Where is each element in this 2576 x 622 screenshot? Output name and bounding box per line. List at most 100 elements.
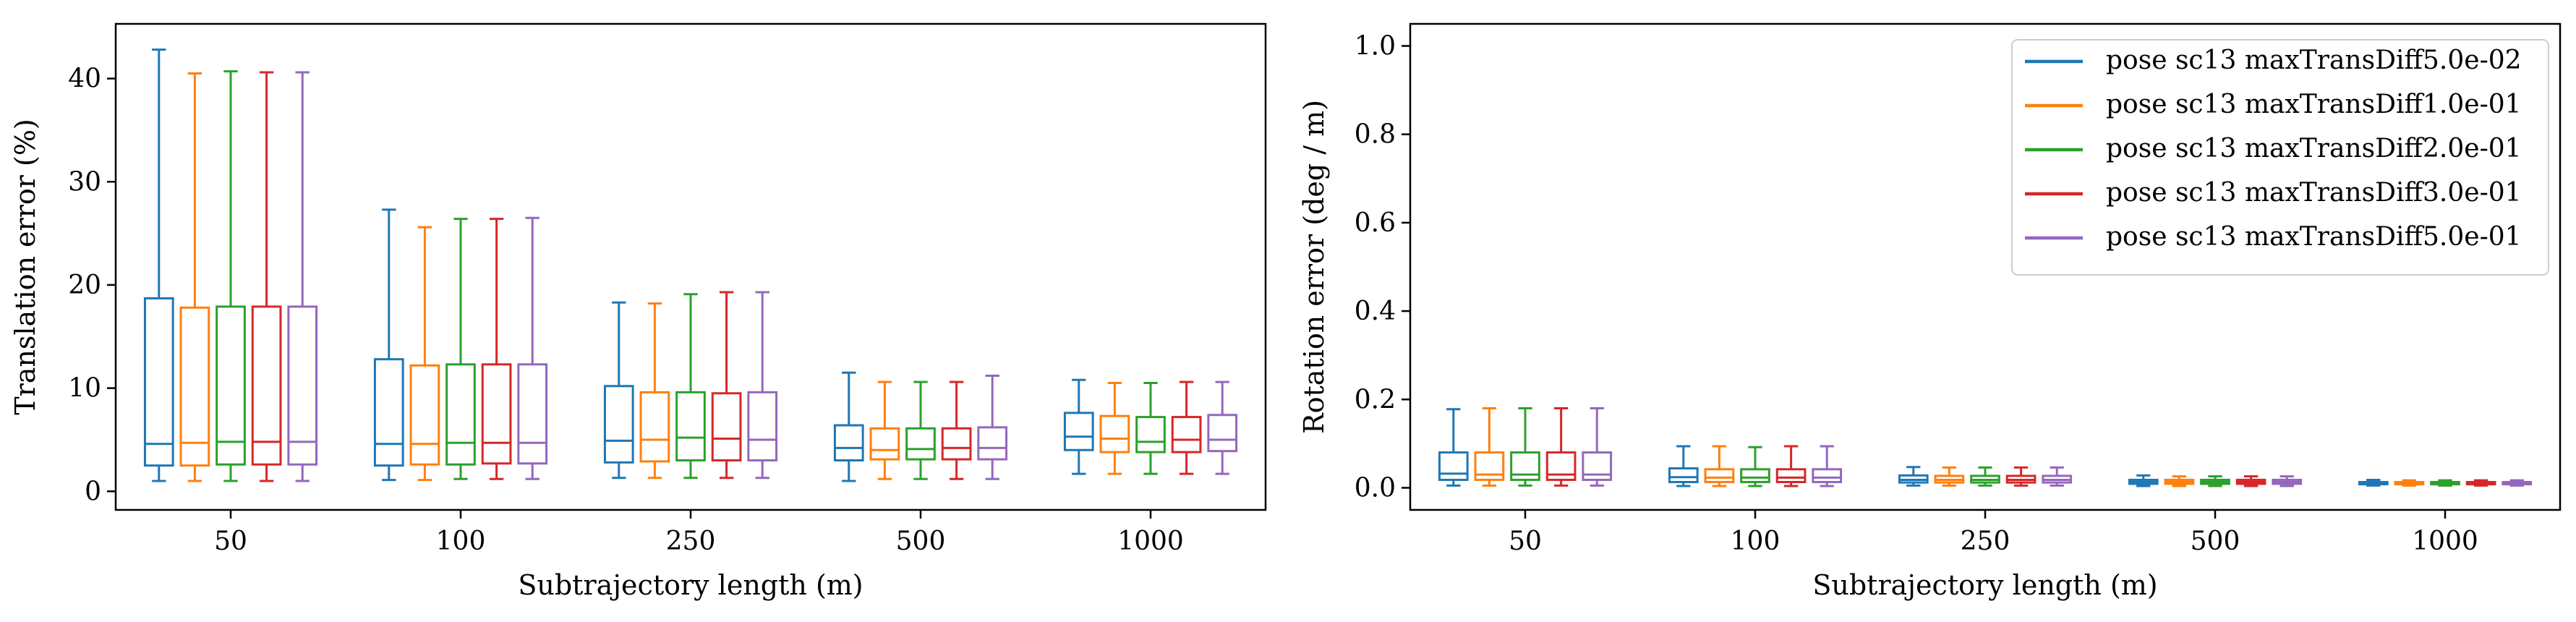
legend-entry: pose sc13 maxTransDiff1.0e-01: [2106, 90, 2522, 119]
box-iqr: [517, 363, 548, 465]
box-plot: [833, 371, 864, 482]
x-tick-label: 500: [2191, 527, 2240, 556]
box-series: [1545, 406, 2496, 487]
box-plot: [1775, 445, 1807, 487]
box-iqr: [251, 305, 282, 466]
box-series: [1474, 406, 2425, 487]
legend-entry: pose sc13 maxTransDiff5.0e-01: [2106, 222, 2522, 252]
x-tick-label: 250: [1961, 527, 2010, 556]
x-tick-label: 50: [214, 527, 247, 556]
box-plot: [905, 380, 936, 480]
x-tick-label: 250: [666, 527, 716, 556]
box-iqr: [216, 305, 246, 466]
box-iqr: [1207, 414, 1238, 453]
box-iqr: [675, 391, 706, 462]
box-series: [287, 71, 1238, 482]
x-tick-label: 50: [1509, 527, 1542, 556]
box-plot: [1438, 408, 1469, 487]
box-plot: [1704, 445, 1735, 487]
box-plot: [2502, 479, 2533, 487]
y-tick-label: 1.0: [1355, 32, 1396, 61]
box-plot: [1545, 406, 1577, 487]
box-iqr: [1582, 451, 1613, 481]
box-plot: [1740, 446, 1770, 487]
box-plot: [2272, 475, 2303, 487]
y-tick-label: 0.0: [1355, 473, 1396, 503]
box-iqr: [1740, 468, 1770, 484]
box-plot: [1970, 466, 2000, 487]
box-plot: [1171, 380, 1202, 475]
box-iqr: [1135, 416, 1166, 453]
y-axis-label: Rotation error (deg / m): [1298, 100, 1330, 434]
y-tick-label: 0.8: [1355, 120, 1396, 150]
box-iqr: [143, 297, 174, 467]
box-plot: [179, 72, 210, 482]
box-iqr: [1704, 468, 1735, 484]
box-iqr: [445, 363, 476, 466]
y-tick-label: 10: [68, 374, 101, 404]
y-tick-label: 30: [68, 167, 101, 197]
box-iqr: [905, 427, 936, 461]
box-plot: [1668, 445, 1699, 487]
x-tick-label: 500: [896, 527, 946, 556]
box-plot: [675, 293, 706, 480]
box-plot: [373, 208, 404, 482]
box-iqr: [179, 306, 210, 467]
box-plot: [251, 71, 282, 482]
box-iqr: [711, 392, 742, 462]
box-iqr: [639, 391, 670, 463]
box-plot: [1099, 382, 1130, 475]
box-iqr: [1063, 412, 1094, 451]
x-tick-label: 1000: [2412, 527, 2478, 556]
y-tick-label: 40: [68, 64, 101, 94]
box-plot: [2164, 475, 2195, 487]
box-series: [251, 71, 1202, 482]
box-plot: [445, 218, 476, 480]
box-iqr: [373, 358, 404, 467]
legend-box: [2011, 39, 2549, 276]
box-plot: [143, 48, 174, 482]
box-plot: [481, 218, 512, 480]
box-iqr: [941, 427, 972, 461]
box-plot: [1934, 466, 1965, 487]
box-plot: [1207, 380, 1238, 475]
box-plot: [2358, 478, 2389, 487]
box-plot: [2128, 474, 2159, 487]
box-plot: [1063, 378, 1094, 475]
box-plot: [409, 226, 440, 482]
box-plot: [2235, 475, 2266, 487]
x-axis-label: Subtrajectory length (m): [1812, 569, 2157, 601]
box-plot: [517, 216, 548, 480]
box-series: [143, 48, 1094, 482]
box-plot: [2465, 479, 2496, 487]
box-iqr: [409, 364, 440, 466]
box-series: [216, 70, 1166, 482]
box-plot: [603, 301, 634, 480]
box-iqr: [869, 427, 900, 461]
box-plot: [711, 291, 742, 480]
box-iqr: [1545, 451, 1577, 481]
box-series: [1510, 406, 2460, 487]
box-plot: [1510, 406, 1540, 487]
box-series: [179, 72, 1130, 482]
box-plot: [216, 70, 246, 482]
box-series: [1582, 406, 2533, 487]
box-iqr: [1438, 451, 1469, 481]
box-plot: [639, 302, 670, 480]
box-iqr: [603, 385, 634, 464]
box-iqr: [1099, 414, 1130, 453]
y-tick-label: 0: [85, 477, 101, 506]
box-plot: [2200, 475, 2230, 487]
box-iqr: [833, 424, 864, 462]
x-tick-label: 100: [436, 527, 486, 556]
y-axis-label: Translation error (%): [9, 119, 41, 415]
box-plot: [941, 380, 972, 480]
legend: pose sc13 maxTransDiff5.0e-02 pose sc13 m…: [2011, 39, 2549, 276]
box-plot: [977, 375, 1008, 480]
box-plot: [1898, 466, 1929, 487]
rotation-error-panel: 0.0 0.2 0.4 0.6 0.8 1.0 50 100 250 500 1000 Subtraj…: [1298, 22, 2562, 601]
box-plot: [2394, 479, 2425, 487]
y-tick-label: 0.6: [1355, 208, 1396, 238]
box-plot: [1135, 382, 1166, 475]
box-iqr: [1171, 416, 1202, 453]
